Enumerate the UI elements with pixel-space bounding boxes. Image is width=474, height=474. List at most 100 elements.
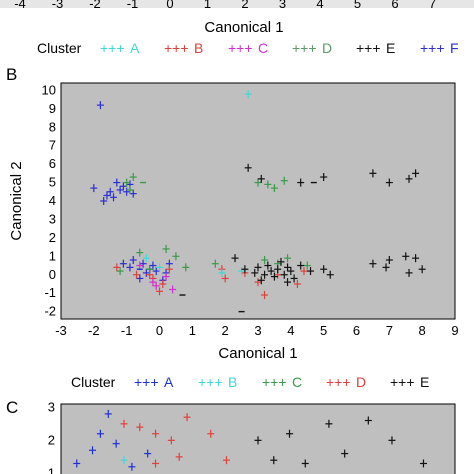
panel-c-point	[419, 459, 427, 468]
panel-a-x-tick-label: 3	[279, 0, 286, 11]
panel-c-y-tick-label: 1	[48, 465, 55, 474]
panel-a-x-tick-label: 2	[241, 0, 248, 11]
panel-b-point	[300, 267, 308, 276]
panel-b-point	[284, 254, 292, 263]
panel-c-point	[341, 449, 349, 458]
panel-b-x-tick-label: 3	[254, 323, 261, 338]
panel-c-point	[73, 459, 81, 468]
panel-c-point	[120, 456, 128, 465]
panel-b-y-tick-label: 3	[49, 211, 56, 226]
panel-a-legend-entry: +++ C	[228, 40, 268, 56]
legend-marker: +++	[390, 374, 415, 390]
panel-c-point	[128, 462, 136, 471]
panel-b-point	[162, 244, 170, 253]
panel-b-point	[277, 257, 285, 266]
panel-a-x-tick-label: 5	[354, 0, 361, 11]
panel-a-legend-entry: +++ B	[164, 40, 203, 56]
panel-b-point	[129, 189, 137, 198]
panel-b-point	[159, 279, 167, 288]
panel-c-legend: Cluster +++ A +++ B +++ C +++ D +++ E	[71, 374, 429, 390]
legend-marker: +++	[228, 40, 253, 56]
panel-a-x-tick-label: 0	[166, 0, 173, 11]
panel-c-point	[136, 423, 144, 432]
panel-b-y-tick-label: 9	[49, 101, 56, 116]
legend-label: A	[130, 40, 140, 56]
panel-b-x-tick-label: 0	[156, 323, 163, 338]
panel-a-x-tick-label: 7	[429, 0, 436, 11]
panel-b-point	[412, 169, 420, 178]
panel-c-legend-entry: +++ B	[198, 374, 237, 390]
legend-marker: +++	[164, 40, 189, 56]
panel-a-legend-entry: +++ F	[420, 40, 459, 56]
panel-b-point	[123, 187, 131, 196]
panel-c-point	[167, 436, 175, 445]
panel-b-point	[238, 267, 246, 276]
panel-b-point	[257, 276, 265, 285]
panel-c-point	[270, 456, 278, 465]
panel-b-x-tick-label: -1	[121, 323, 133, 338]
panel-c-point	[301, 459, 309, 468]
panel-c-point	[89, 446, 97, 455]
panel-c-legend-entry: +++ C	[262, 374, 302, 390]
panel-b-y-tick-label: 7	[49, 138, 56, 153]
panel-b-point	[231, 254, 239, 263]
panel-c-point	[152, 429, 160, 438]
panel-a-x-tick-labels: -4 -3 -2 -1 0 1 2 3 4 5 6 7	[14, 0, 436, 11]
panel-c-data-marks	[73, 409, 427, 471]
panel-a: -4 -3 -2 -1 0 1 2 3 4 5 6 7 Canonical 1 Cluster +++ A…	[0, 0, 474, 56]
panel-a-plot-area-edge	[0, 0, 474, 8]
panel-c-point	[152, 459, 160, 468]
legend-label: D	[322, 40, 332, 56]
panel-b-point	[116, 185, 124, 194]
panel-b-point	[270, 272, 278, 281]
panel-c-point	[286, 429, 294, 438]
panel-b-point	[139, 259, 147, 268]
panel-b-x-tick-label: 6	[353, 323, 360, 338]
legend-marker: +++	[292, 40, 317, 56]
panel-b-point	[211, 259, 219, 268]
legend-marker: +++	[326, 374, 351, 390]
panel-b-x-axis-label: Canonical 1	[218, 345, 297, 362]
panel-a-x-tick-label: -2	[89, 0, 101, 11]
legend-label: C	[258, 40, 268, 56]
panel-b-y-axis-label: Canonical 2	[8, 161, 25, 240]
panel-b-x-tick-label: 7	[386, 323, 393, 338]
panel-c-point	[388, 436, 396, 445]
panel-b-data-marks	[90, 90, 426, 313]
panel-b-point	[110, 193, 118, 202]
panel-b-point	[126, 263, 134, 272]
panel-b-y-tick-label: -1	[44, 285, 56, 300]
panel-b-y-tick-label: -2	[44, 304, 56, 319]
panel-b-x-tick-labels: -3 -2 -1 0 1 2 3 4 5 6 7 8 9	[55, 323, 458, 338]
panel-b-y-tick-label: 0	[49, 267, 56, 282]
panel-b-point	[293, 279, 301, 288]
panel-b-point	[149, 261, 157, 270]
panel-b: B -2 -1 0 1 2 3 4 5 6 7 8 9 10 -3 -2 -1 0 1 2 3 4 5 6 7 8 9 Cano…	[6, 65, 459, 362]
panel-b-point	[129, 173, 137, 182]
panel-c-label: C	[6, 398, 18, 417]
panel-b-point	[113, 178, 121, 187]
panel-a-x-tick-label: 6	[391, 0, 398, 11]
legend-label: E	[420, 374, 429, 390]
panel-b-point	[146, 270, 154, 279]
panel-b-x-tick-label: 5	[320, 323, 327, 338]
panel-b-point	[270, 184, 278, 193]
panel-b-point	[284, 263, 292, 272]
panel-a-x-tick-label: -4	[14, 0, 26, 11]
panel-b-x-tick-label: -2	[88, 323, 100, 338]
panel-b-point	[182, 263, 190, 272]
panel-c-point	[112, 439, 120, 448]
panel-c-point	[325, 419, 333, 428]
legend-label: B	[194, 40, 203, 56]
panel-b-point	[261, 291, 269, 300]
panel-b-point	[221, 274, 229, 283]
panel-a-legend-entry: +++ D	[292, 40, 332, 56]
panel-b-point	[244, 163, 252, 172]
panel-b-point	[152, 281, 160, 290]
panel-b-point	[136, 248, 144, 257]
panel-b-point	[405, 174, 413, 183]
panel-c-point	[175, 452, 183, 461]
panel-b-label: B	[6, 65, 17, 84]
panel-a-legend-entry: +++ A	[100, 40, 140, 56]
panel-b-point	[96, 101, 104, 110]
